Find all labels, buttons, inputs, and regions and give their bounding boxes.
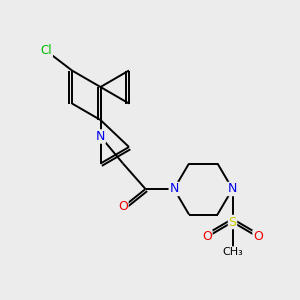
Text: O: O <box>118 200 128 214</box>
Text: Cl: Cl <box>41 44 52 58</box>
Text: N: N <box>169 182 179 196</box>
Text: N: N <box>96 130 105 143</box>
Text: S: S <box>229 215 236 229</box>
Text: CH₃: CH₃ <box>222 247 243 257</box>
Text: O: O <box>202 230 212 244</box>
Text: O: O <box>253 230 263 244</box>
Text: N: N <box>228 182 237 196</box>
